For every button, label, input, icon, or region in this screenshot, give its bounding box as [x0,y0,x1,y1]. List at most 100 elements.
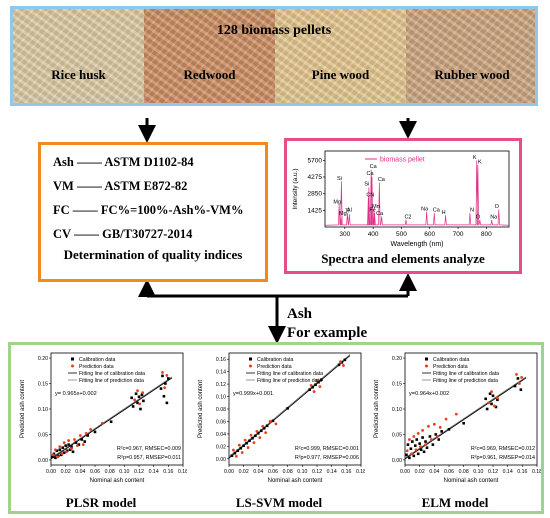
spectrum-peak-label: O [476,214,481,220]
scatter-x-tick-label: 0.12 [488,469,498,475]
scatter-point-calibration [413,444,417,447]
scatter-x-tick-label: 0.16 [163,469,173,475]
scatter-point-calibration [308,388,311,392]
scatter-y-tick-label: 0.06 [216,419,226,425]
scatter-point-prediction [408,438,411,441]
scatter-point-prediction [252,441,256,444]
spectrum-x-tick-label: 500 [396,231,407,238]
scatter-point-calibration [271,419,275,423]
quality-indices-box: Ash —— ASTM D1102-84 VM —— ASTM E872-82 … [38,142,268,282]
scatter-point-calibration [406,443,410,446]
scatter-legend-label: Calibration data [257,357,293,363]
scatter-point-calibration [340,361,344,364]
scatter-point-calibration [251,436,254,440]
scatter-y-tick-label: 0.08 [216,407,226,413]
spectrum-legend-label: biomass pellet [380,157,425,164]
scatter-point-calibration [77,443,81,446]
scatter-stats-prediction: R²p=0.977, RMSEP=0.006 [295,455,359,461]
scatter-point-calibration [462,421,465,425]
scatter-x-tick-label: 0.00 [46,469,56,475]
scatter-x-tick-label: 0.10 [297,469,307,475]
scatter-legend-label: Fitting line of prediction data [79,378,144,384]
scatter-point-prediction [261,425,265,428]
scatter-point-calibration [64,444,67,447]
pellet-label-redwood: Redwood [183,67,236,82]
scatter-point-calibration [262,426,266,430]
scatter-point-calibration [233,451,237,455]
scatter-point-prediction [234,454,238,458]
scatter-point-calibration [496,398,499,402]
scatter-legend-swatch [71,357,74,361]
scatter-point-prediction [89,427,92,431]
scatter-point-calibration [230,454,234,457]
scatter-legend-label: Fitting line of calibration data [257,371,323,377]
scatter-point-prediction [70,447,73,451]
scatter-point-prediction [318,385,322,388]
biomass-pellet-strip: Rice husk Redwood Pine wood Rubber wood … [10,6,538,106]
scatter-point-calibration [434,433,438,436]
scatter-point-calibration [130,396,133,400]
scatter-point-calibration [490,402,493,406]
pellet-image-redwood: Redwood [144,9,275,103]
scatter-point-calibration [428,435,432,438]
spectrum-x-label: Wavelength (nm) [390,241,443,248]
spectrum-peak-label: K [473,155,477,161]
scatter-equation: y=0.999x+0.001 [233,391,273,397]
scatter-point-calibration [137,395,141,399]
scatter-y-tick-label: 0.14 [216,370,226,376]
scatter-point-prediction [412,435,416,438]
pellet-title: 128 biomass pellets [216,23,332,38]
scatter-point-prediction [430,438,433,441]
scatter-point-calibration [424,440,427,443]
scatter-legend-label: Fitting line of calibration data [79,371,145,377]
scatter-point-prediction [65,450,68,454]
scatter-point-prediction [136,389,139,393]
scatter-point-calibration [142,399,145,403]
scatter-point-calibration [245,441,248,445]
scatter-point-calibration [488,392,492,396]
scatter-point-calibration [167,377,170,380]
scatter-point-calibration [411,440,414,443]
scatter-point-calibration [93,430,97,434]
scatter-legend-label: Calibration data [433,357,469,363]
scatter-y-tick-label: 0.20 [392,356,402,362]
scatter-point-prediction [312,390,316,393]
scatter-point-calibration [62,451,66,455]
scatter-point-prediction [138,402,142,406]
scatter-point-calibration [86,434,89,437]
scatter-x-tick-label: 0.18 [356,469,365,475]
spectrum-chart: 300 400 500 600 700 800 1425 2850 4275 5700 Wavele… [292,150,510,248]
scatter-point-prediction [414,448,418,452]
scatter-point-prediction [424,443,427,447]
scatter-point-prediction [58,445,62,449]
spectrum-peak-label: Fe [369,207,375,213]
scatter-point-prediction [54,448,57,452]
scatter-legend-label: Calibration data [79,357,115,363]
scatter-point-calibration [494,405,498,409]
scatter-point-calibration [71,450,75,454]
scatter-x-tick-label: 0.12 [312,469,322,475]
scatter-x-tick-label: 0.14 [503,469,513,475]
pellet-label-pine-wood: Pine wood [311,67,370,82]
spectrum-y-tick-label: 5700 [308,157,323,164]
scatter-point-prediction [73,438,76,441]
scatter-point-calibration [516,377,520,380]
scatter-point-calibration [431,443,435,446]
scatter-y-tick-label: 0.04 [216,432,226,438]
spectrum-x-tick-label: 300 [339,231,350,238]
scatter-x-tick-label: 0.08 [105,469,115,475]
spectrum-peak-label: K [478,160,482,166]
spectrum-series-line [324,160,510,226]
spectrum-y-tick-label: 4275 [308,174,323,181]
scatter-x-tick-label: 0.16 [341,469,351,475]
scatter-point-calibration [58,448,62,452]
scatter-point-calibration [415,438,419,441]
spectrum-peak-label: H [442,210,446,216]
scatter-point-prediction [243,438,247,442]
scatter-point-calibration [317,380,320,384]
spectrum-y-tick-label: 1425 [308,207,323,214]
scatter-point-prediction [163,386,167,390]
spectrum-peak-label: Mg [339,211,347,217]
scatter-point-prediction [258,436,262,440]
pellet-label-rubber-wood: Rubber wood [434,67,510,82]
